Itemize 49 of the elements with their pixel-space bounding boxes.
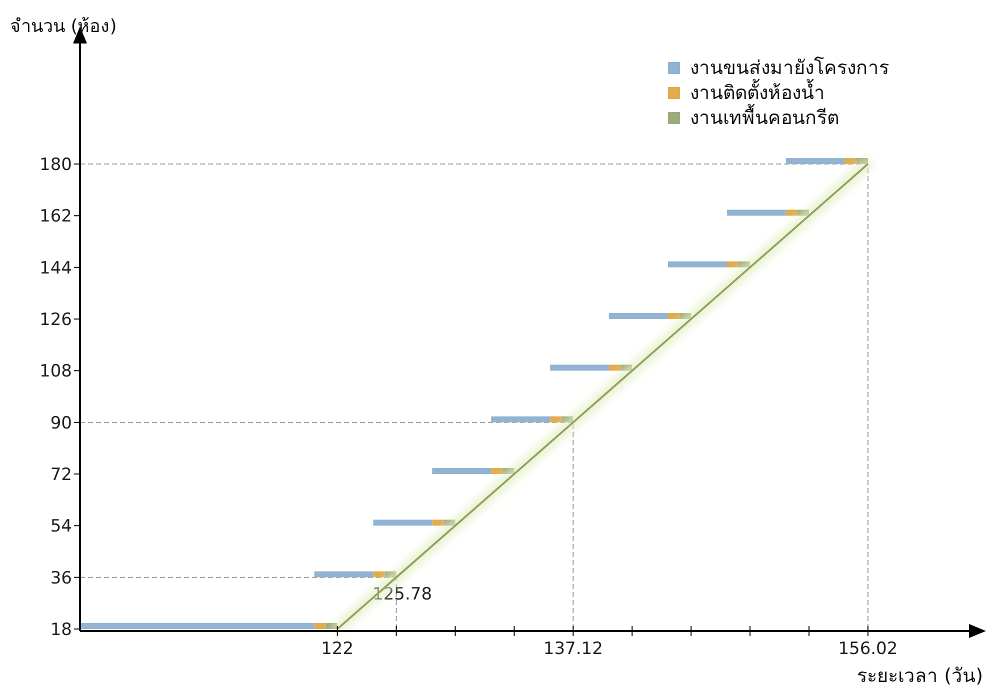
bar [609,313,668,320]
bar [491,468,503,474]
y-tick-label: 126 [40,310,72,330]
bar [314,623,326,629]
bar [609,364,621,371]
bar [562,416,574,422]
bar [314,571,374,578]
y-tick-label: 180 [40,155,72,176]
bar [726,261,738,268]
bar [502,468,514,474]
bar [80,623,314,629]
y-tick-label: 90 [50,413,72,434]
bar [373,520,432,526]
bar [491,416,550,422]
x-tick-label: 137.12 [543,639,603,659]
bar [432,468,492,474]
y-tick-label: 54 [50,516,72,537]
bar [432,520,444,526]
legend-label: งานขนส่งมายังโครงการ [690,56,889,79]
x-axis-title: ระยะเวลา (วัน) [857,665,983,687]
bar [797,210,809,216]
bar [786,210,798,216]
y-tick-label: 162 [40,206,72,227]
y-tick-label: 18 [50,620,72,640]
bar [373,571,385,578]
x-tick-label: 156.02 [838,639,898,659]
bar [550,416,562,422]
legend-label: งานติดตั้งห้องน้ำ [690,79,825,104]
ref-line-label: 125.78 [372,584,432,604]
y-axis-title: จำนวน (ห้อง) [10,16,117,37]
y-tick-label: 144 [40,258,72,278]
y-tick-label: 108 [40,362,72,382]
bar [384,571,396,578]
bar [668,313,680,320]
bar [444,520,456,526]
bar [726,210,786,216]
y-tick-label: 72 [50,465,72,486]
bar [786,158,845,164]
y-tick-label: 36 [50,568,72,588]
bar [856,158,868,164]
bar [326,623,338,629]
legend-label: งานเทพื้นคอนกรีต [690,104,839,129]
bar [680,313,692,320]
bar [620,364,632,371]
x-tick-label: 122 [321,639,354,659]
bar [844,158,856,164]
bar [550,364,610,371]
bar [668,261,727,268]
bar [738,261,750,268]
